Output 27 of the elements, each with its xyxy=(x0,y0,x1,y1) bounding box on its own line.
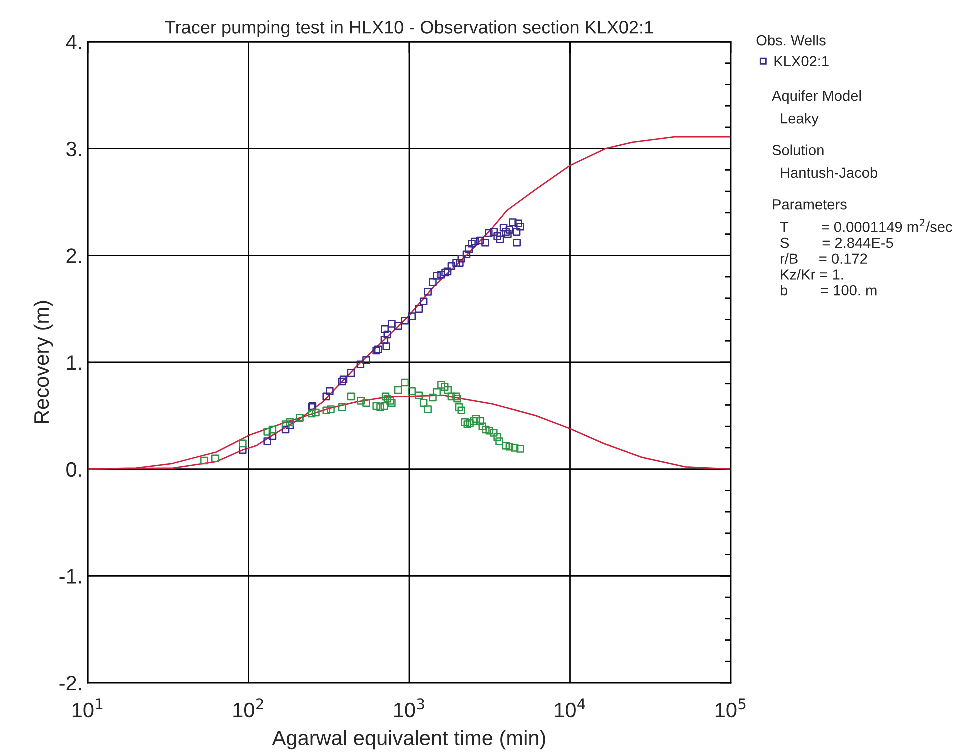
x-axis-title: Agarwal equivalent time (min) xyxy=(272,730,546,750)
legend-title: Obs. Wells xyxy=(756,35,826,46)
text: Solution xyxy=(772,144,824,156)
y-tick-label: 4. xyxy=(66,35,82,50)
x-tick-label: 10$^{3}$ xyxy=(394,698,424,718)
x-tick-label: 10$^{5}$ xyxy=(716,698,746,718)
text: T = 0.0001149 m$^{2}$/sec xyxy=(780,218,952,232)
text: Kz/Kr = 1. xyxy=(781,269,844,280)
text: Parameters xyxy=(773,200,847,210)
x-tick-label: 10$^{1}$ xyxy=(72,698,103,718)
chart-title: Tracer pumping test in HLX10 - Observation section KLX02:1 xyxy=(165,20,654,38)
text: r/B = 0.172 xyxy=(780,253,868,264)
text: Aquifer Model xyxy=(772,90,862,104)
y-tick-label: 3. xyxy=(66,142,82,157)
text: Hantush-Jacob xyxy=(781,167,878,178)
x-tick-label: 10$^{4}$ xyxy=(555,698,586,718)
y-axis-title: Recovery (m) xyxy=(34,301,54,424)
y-tick-label: 2. xyxy=(66,248,82,264)
y-tick-label: -1. xyxy=(60,569,82,584)
text: b = 100. m xyxy=(780,285,877,296)
x-tick-label: 10$^{2}$ xyxy=(234,698,264,718)
legend-label: KLX02:1 xyxy=(774,56,829,67)
text: S = 2.844E-5 xyxy=(780,238,894,248)
y-tick-label: -2. xyxy=(60,676,82,691)
text: Leaky xyxy=(781,113,819,127)
y-tick-label: 0. xyxy=(66,462,82,478)
y-tick-label: 1. xyxy=(67,356,82,370)
